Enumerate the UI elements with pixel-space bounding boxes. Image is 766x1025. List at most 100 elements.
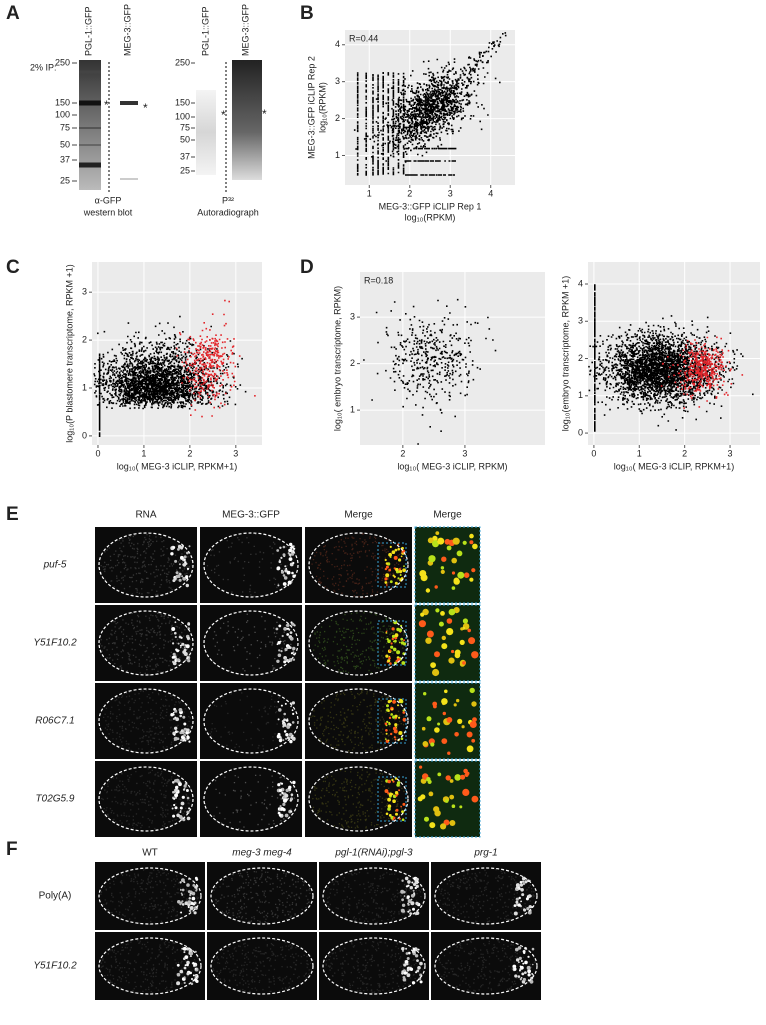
micrograph-spot [437,772,442,777]
micrograph-spot [512,964,517,969]
micrograph-spot [471,651,479,659]
micrograph-spot [181,642,185,646]
row-label: R06C7.1 [35,716,74,727]
micrograph-spot [398,731,403,735]
micrograph-spot [178,782,182,787]
micrograph-spot [394,548,398,552]
micrograph-spot [186,972,190,976]
micrograph-spot [400,737,404,740]
micrograph-spot [186,816,191,821]
micrograph-spot [402,977,407,982]
zoom-box [377,698,407,744]
micrograph-spot [176,658,180,662]
micrograph-spot [285,624,289,627]
micrograph-spot [460,774,466,780]
micrograph-spot [420,574,428,582]
micrograph-spot [395,808,399,812]
micrograph-spot [522,972,525,975]
micrograph-spot [195,979,199,984]
micrograph-spot [523,908,527,912]
micrograph-spot [384,722,388,726]
micrograph-spot [290,810,293,813]
embryo-outline [308,610,409,676]
micrograph-spot [408,951,411,955]
micrograph-spot [385,732,388,735]
micrograph-spot [398,569,403,574]
micrograph-spot [175,717,180,722]
micrograph-spot [426,630,434,638]
micrograph-spot [409,912,413,915]
micrograph-spot [389,545,392,549]
x-axis-label: log₁₀( MEG-3 iCLIP, RPKM+1) [117,461,237,471]
blot-band [79,162,101,168]
micrograph-spot [425,588,431,593]
micrograph-spot [472,717,477,722]
micrograph-spot [393,575,396,578]
micrograph-spot [191,896,196,901]
micrograph-spot [391,634,396,639]
micrograph-spot [284,813,289,818]
micrograph-spot [520,888,524,892]
micrograph-spot [278,624,282,628]
micrograph-spot [385,812,389,816]
micrograph-spot [184,901,189,905]
point-cloud [175,299,256,418]
marker-label: 100 [175,111,190,121]
micrograph-spot [445,775,451,781]
micrograph-spot [286,736,290,740]
marker-label: 37 [180,151,190,161]
point-cloud [363,298,497,445]
micrograph-spot [419,765,423,769]
micrograph-spot [181,947,184,950]
micrograph-spot [185,644,190,649]
micrograph-spot [420,794,426,800]
micrograph-spot [518,956,522,961]
micrograph-spot [527,955,530,958]
marker-label: 100 [55,109,70,119]
micrograph-spot [384,581,388,584]
micrograph-spot [411,949,413,951]
micrograph-texture [213,868,311,924]
micrograph-spot [174,726,178,730]
micrograph-spot [185,789,189,792]
y-tick-label: 2 [82,334,87,344]
micrograph-spot [186,963,189,967]
micrograph-spot [392,700,396,704]
micrograph-spot [449,794,455,800]
micrograph-spot [527,969,531,974]
micrograph-spot [418,620,426,628]
micrograph-spot [283,798,287,803]
micrograph-spot [189,890,193,894]
micrograph-spot [469,533,474,539]
micrograph-spot [176,972,181,977]
micrograph-spot [434,585,438,589]
panel-label: C [6,257,20,278]
x-axis-label: log₁₀(RPKM) [405,212,456,222]
micrograph-spot [283,730,287,733]
micrograph-spot [410,893,415,898]
micrograph-spot [186,883,190,887]
panel-label: B [300,3,314,24]
micrograph-spot [463,768,468,774]
micrograph-spot [182,576,187,581]
micrograph-spot [469,721,477,728]
micrograph-spot [394,661,397,665]
micrograph-spot [432,701,438,707]
micrograph-spot [384,738,387,740]
micrograph-spot [468,637,476,645]
point-cloud [93,315,247,437]
micrograph-spot [403,565,405,568]
micrograph-spot [519,978,522,980]
micrograph-spot [384,577,388,581]
micrograph-spot [179,881,182,884]
micrograph-spot [280,782,284,785]
micrograph-spot [188,545,191,548]
micrograph-spot [283,712,287,716]
micrograph-spot [280,570,285,574]
row-label: Y51F10.2 [33,961,77,972]
micrograph-spot [185,575,189,579]
micrograph-spot [189,971,192,975]
micrograph-spot [292,712,295,716]
micrograph-spot [290,552,295,556]
